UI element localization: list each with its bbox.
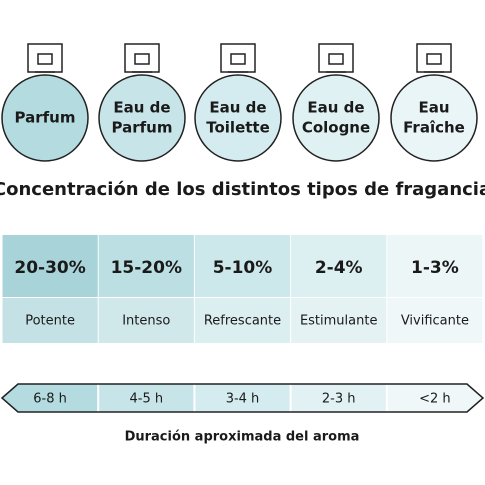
percent: 5-10%: [213, 258, 273, 278]
bottle-label: Toilette: [206, 119, 270, 137]
description: Intenso: [122, 314, 170, 329]
description: Potente: [25, 314, 75, 329]
duration-segment: [194, 384, 291, 412]
duration: 6-8 h: [33, 392, 67, 407]
bottle-body: [292, 74, 380, 162]
description-cell: [387, 298, 483, 343]
percent-cell: [387, 235, 483, 297]
duration: <2 h: [419, 392, 451, 407]
bottle: Parfum: [1, 43, 89, 162]
description-cell: [194, 298, 291, 343]
duration: 4-5 h: [129, 392, 163, 407]
description-cell: [291, 298, 387, 343]
bottle-label: Eau: [418, 99, 449, 117]
bottle-label: Eau de: [209, 99, 266, 117]
percent-cell: [194, 235, 291, 297]
bottle-label: Parfum: [112, 119, 173, 137]
bottle-nozzle: [134, 53, 150, 65]
bottle-nozzle: [37, 53, 53, 65]
duration-segment: [2, 384, 99, 412]
bottle-label: Eau de: [307, 99, 364, 117]
bottle-label: Parfum: [15, 109, 76, 127]
bottle: Eau de Cologne: [292, 43, 380, 162]
bottle-nozzle: [328, 53, 344, 65]
percent: 15-20%: [111, 258, 182, 278]
percent: 2-4%: [315, 258, 363, 278]
bottle-label: Cologne: [302, 119, 370, 137]
bottle-body: [98, 74, 186, 162]
description: Refrescante: [204, 314, 281, 329]
caption: Duración aproximada del aroma: [125, 430, 360, 445]
description: Vivificante: [401, 314, 469, 329]
arrow-segments: [2, 384, 483, 412]
bottle: Eau Fraîche: [390, 43, 478, 162]
arrow-outline: [0, 383, 485, 413]
duration-segment: [290, 384, 387, 412]
title: Concentración de los distintos tipos de …: [0, 179, 485, 200]
description-cell: [98, 298, 194, 343]
bottle: Eau de Parfum: [98, 43, 186, 162]
percent-cell: [98, 235, 194, 297]
bottle-body: [390, 74, 478, 162]
bottle-nozzle: [426, 53, 442, 65]
duration: 3-4 h: [226, 392, 260, 407]
percent-cell: [2, 235, 98, 297]
description: Estimulante: [300, 314, 378, 329]
bottle-body: [1, 74, 89, 162]
percent: 20-30%: [14, 258, 85, 278]
bottle-label: Eau de: [113, 99, 170, 117]
duration: 2-3 h: [322, 392, 356, 407]
percent: 1-3%: [411, 258, 459, 278]
duration-segment: [386, 384, 483, 412]
bottle: Eau de Toilette: [194, 43, 282, 162]
bottle-label: Fraîche: [403, 119, 465, 137]
percent-cell: [291, 235, 387, 297]
bottle-nozzle: [230, 53, 246, 65]
duration-segment: [98, 384, 195, 412]
description-cell: [2, 298, 98, 343]
bottle-body: [194, 74, 282, 162]
